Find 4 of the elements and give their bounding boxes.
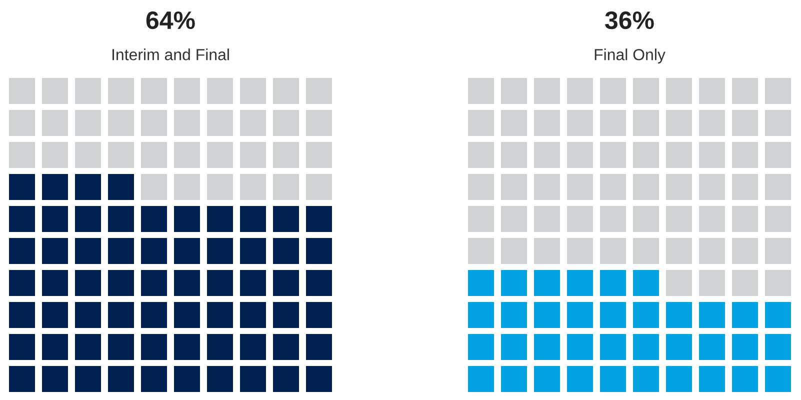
- data-label: 64%: [146, 11, 195, 30]
- data-label: 36%: [605, 11, 654, 30]
- category-label: Interim and Final: [112, 48, 229, 60]
- category-label: Final Only: [594, 48, 666, 64]
